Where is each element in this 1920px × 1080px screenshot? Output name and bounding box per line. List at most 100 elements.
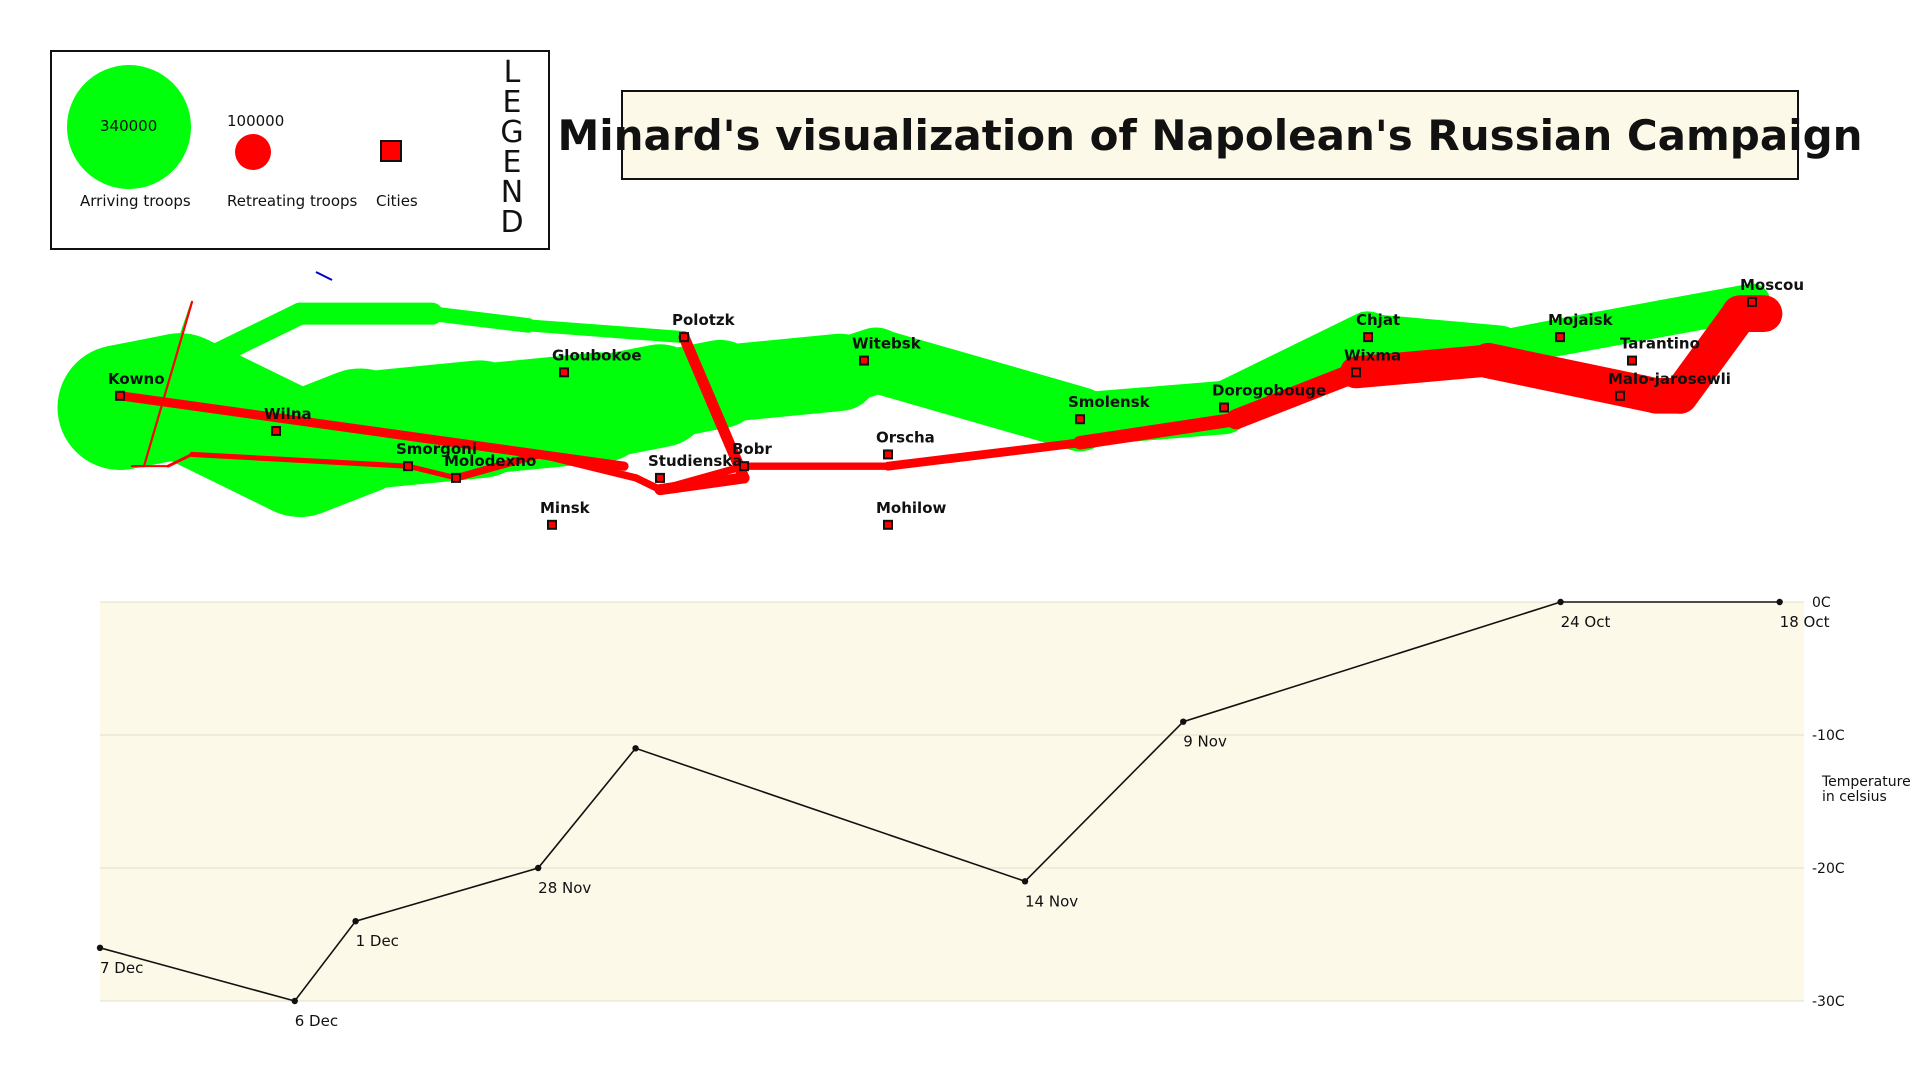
y-tick-label: -10C (1812, 728, 1845, 744)
city-marker (655, 472, 665, 483)
temperature-point (1021, 878, 1029, 885)
retreat-segment (405, 463, 459, 481)
city-label: Smolensk (1068, 393, 1151, 411)
city-label: Witebsk (852, 335, 922, 353)
retreat-segment (1470, 342, 1674, 414)
city-label: Mojaisk (1548, 311, 1614, 329)
temperature-date-label: 24 Oct (1561, 613, 1611, 631)
retreat-polotzk-segment (654, 472, 750, 496)
city-marker (1363, 332, 1373, 343)
retreat-segment (452, 450, 544, 482)
y-tick-label: -30C (1812, 994, 1845, 1010)
legend-retreating-circle (235, 134, 271, 170)
city-label: Tarantino (1620, 335, 1700, 353)
legend-retreating-value: 100000 (227, 112, 285, 130)
city-marker (1747, 296, 1757, 307)
retreat-flank-segment (142, 300, 194, 468)
city-marker (1219, 402, 1229, 413)
legend: 340000 100000 Arriving troops Retreating… (50, 50, 550, 250)
y-axis-label: Temperature (1821, 774, 1911, 790)
temperature-point (632, 745, 639, 752)
city-marker (883, 449, 893, 460)
city-label: Gloubokoe (552, 346, 642, 364)
temperature-date-label: 18 Oct (1780, 613, 1830, 631)
retreat-link-segment (115, 391, 629, 471)
temperature-point (1776, 598, 1783, 606)
temperature-point (352, 918, 359, 925)
city-label: Studienska (648, 452, 742, 470)
temperature-line (99, 601, 1780, 1002)
city-marker (1627, 355, 1637, 366)
y-tick-label: 0C (1812, 595, 1831, 611)
city-label: Minsk (540, 499, 591, 517)
legend-word-letter: G (500, 115, 524, 150)
city-marker (403, 461, 413, 472)
temperature-point (96, 944, 104, 951)
city-label: Molodexno (444, 452, 536, 470)
city-marker (1615, 390, 1625, 401)
legend-arriving-circle (67, 65, 191, 189)
advance-branch-segment (168, 302, 312, 384)
retreat-segment (189, 451, 411, 469)
legend-arriving-label: Arriving troops (80, 192, 191, 210)
temperature-point (1180, 718, 1187, 725)
legend-word-letter: E (502, 85, 522, 120)
city-marker (451, 472, 461, 483)
city-marker (739, 461, 749, 472)
city-marker (859, 355, 869, 366)
stray-mark (315, 271, 333, 281)
legend-cities-label: Cities (376, 192, 418, 210)
retreat-segment (1073, 412, 1243, 450)
city-label: Dorogobouge (1212, 382, 1326, 400)
temperature-date-label: 6 Dec (295, 1012, 338, 1030)
legend-arriving-value: 340000 (100, 117, 158, 135)
legend-word-letter: E (502, 145, 522, 180)
chart-title: Minard's visualization of Napolean's Rus… (557, 110, 1863, 160)
city-label: Wixma (1344, 346, 1401, 364)
temperature-date-label: 1 Dec (356, 932, 399, 950)
title-box: Minard's visualization of Napolean's Rus… (557, 90, 1863, 180)
legend-word-letter: N (500, 175, 524, 210)
city-marker (547, 519, 557, 530)
legend-word-letter: D (500, 205, 524, 240)
city-marker (1075, 414, 1085, 425)
city-label: Chjat (1356, 311, 1400, 329)
city-label: Kowno (108, 370, 165, 388)
city-marker (271, 425, 281, 436)
legend-symbols (67, 65, 402, 189)
advance-branch-segment (424, 306, 536, 333)
advance-segment (843, 328, 1113, 452)
city-marker (559, 367, 569, 378)
city-marker (883, 519, 893, 530)
temperature-point (1557, 598, 1564, 606)
city-marker (115, 390, 125, 401)
city-label: Moscou (1740, 276, 1804, 294)
advance-segment (1541, 283, 1771, 356)
city-label: Wilna (264, 405, 312, 423)
retreat-segment (1225, 362, 1367, 430)
city-label: Orscha (876, 428, 935, 446)
retreat-segment (883, 438, 1085, 471)
temperature-date-label: 7 Dec (100, 959, 143, 977)
city-marker (1351, 367, 1361, 378)
advance-segment (1198, 311, 1394, 434)
temperature-point (291, 997, 298, 1005)
temperature-background (100, 602, 1804, 1001)
legend-retreating-label: Retreating troops (227, 192, 358, 210)
temperature-date-label: 9 Nov (1183, 733, 1227, 751)
retreat-polotzk-segment (678, 331, 750, 484)
y-tick-label: -20C (1812, 861, 1845, 877)
city-label: Malo-jarosewli (1608, 370, 1731, 388)
legend-city-square (380, 140, 402, 162)
city-label: Bobr (732, 440, 772, 458)
city-marker (679, 332, 689, 343)
temperature-date-label: 14 Nov (1025, 892, 1078, 910)
legend-word-letter: L (503, 55, 521, 90)
temperature-point (534, 864, 542, 872)
retreat-segment (166, 452, 194, 468)
temperature-date-label: 28 Nov (538, 879, 591, 897)
city-marker (1555, 332, 1565, 343)
